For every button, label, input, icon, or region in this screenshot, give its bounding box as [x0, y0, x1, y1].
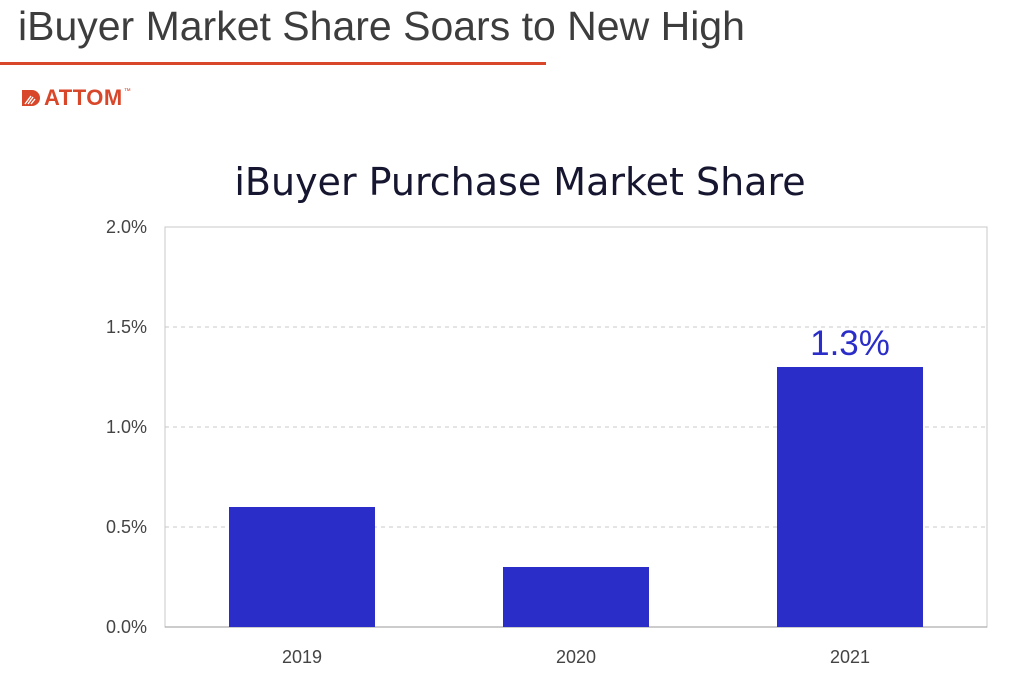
logo-text: ATTOM	[44, 85, 123, 110]
x-tick-label: 2020	[556, 647, 596, 667]
x-tick-label: 2021	[830, 647, 870, 667]
title-underline	[0, 62, 546, 65]
y-tick-label: 2.0%	[106, 217, 147, 237]
bar	[229, 507, 375, 627]
page-title: iBuyer Market Share Soars to New High	[18, 3, 745, 49]
data-label: 1.3%	[810, 324, 890, 363]
attom-logo: ATTOM ™	[20, 85, 131, 110]
y-tick-label: 0.0%	[106, 617, 147, 637]
y-tick-label: 1.0%	[106, 417, 147, 437]
x-tick-label: 2019	[282, 647, 322, 667]
y-tick-label: 0.5%	[106, 517, 147, 537]
chart-title: iBuyer Purchase Market Share	[234, 160, 806, 204]
logo-trademark: ™	[123, 88, 131, 95]
y-tick-label: 1.5%	[106, 317, 147, 337]
attom-logo-icon	[22, 90, 40, 106]
bar	[777, 367, 923, 627]
bar	[503, 567, 649, 627]
